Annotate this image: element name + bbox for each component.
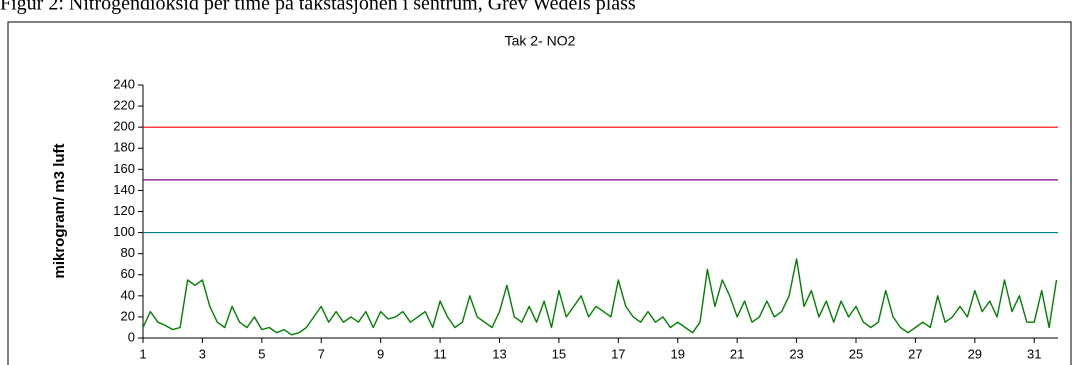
caption: Figur 2: Nitrogendioksid per time på tak…: [0, 0, 636, 15]
x-tick-label: 23: [789, 346, 803, 361]
chart-frame: [7, 21, 1072, 365]
y-tick-label: 160: [113, 161, 135, 176]
x-tick-label: 1: [139, 346, 146, 361]
data-line: [142, 258, 1058, 336]
x-tick-label: 5: [258, 346, 265, 361]
x-tick-label: 21: [730, 346, 744, 361]
x-tick-label: 11: [433, 346, 447, 361]
x-tick-label: 25: [849, 346, 863, 361]
y-tick-label: 140: [113, 182, 135, 197]
x-tick-label: 17: [611, 346, 625, 361]
x-tick-label: 31: [1027, 346, 1041, 361]
x-tick-label: 13: [492, 346, 506, 361]
y-tick-label: 180: [113, 140, 135, 155]
x-tick-label: 27: [908, 346, 922, 361]
x-tick-label: 29: [968, 346, 982, 361]
x-tick-label: 3: [199, 346, 206, 361]
x-tick-label: 19: [671, 346, 685, 361]
y-tick-label: 0: [128, 329, 135, 344]
y-tick-label: 60: [121, 266, 135, 281]
y-tick-label: 240: [113, 76, 135, 91]
y-tick-label: 220: [113, 98, 135, 113]
y-tick-label: 120: [113, 203, 135, 218]
y-tick-label: 80: [121, 245, 135, 260]
y-tick-label: 100: [113, 224, 135, 239]
x-tick-label: 15: [552, 346, 566, 361]
y-tick-label: 200: [113, 119, 135, 134]
y-axis-label: mikrogram/ m3 luft: [51, 143, 68, 278]
y-tick-label: 20: [121, 308, 135, 323]
x-tick-label: 9: [377, 346, 384, 361]
y-tick-label: 40: [121, 287, 135, 302]
x-tick-label: 7: [318, 346, 325, 361]
chart-title: Tak 2- NO2: [505, 33, 576, 49]
